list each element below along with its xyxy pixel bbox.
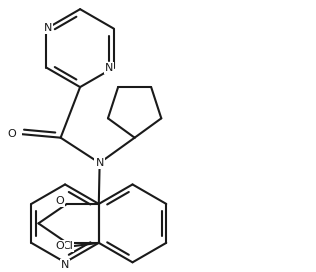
Text: Cl: Cl	[62, 241, 73, 251]
Text: N: N	[61, 261, 69, 270]
Text: N: N	[44, 23, 52, 33]
Text: O: O	[8, 129, 16, 139]
Text: N: N	[95, 158, 104, 168]
Text: O: O	[56, 241, 64, 251]
Text: N: N	[105, 63, 113, 73]
Text: O: O	[56, 196, 64, 206]
